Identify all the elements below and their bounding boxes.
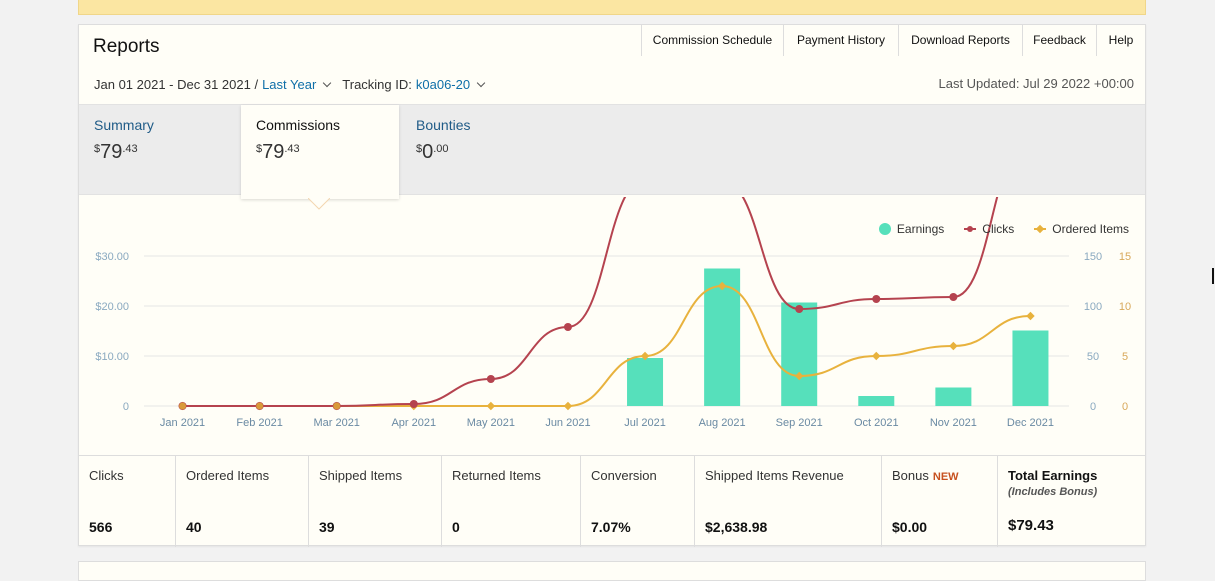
earnings-bar bbox=[935, 387, 972, 406]
tracking-id-dropdown[interactable]: k0a06-20 bbox=[415, 77, 471, 92]
payment-history-button[interactable]: Payment History bbox=[783, 25, 898, 56]
legend-ordered-items[interactable]: Ordered Items bbox=[1034, 222, 1129, 236]
notice-banner bbox=[78, 0, 1146, 15]
reports-panel: Reports Commission Schedule Payment Hist… bbox=[78, 24, 1146, 547]
help-button[interactable]: Help bbox=[1096, 25, 1145, 56]
page-title: Reports bbox=[93, 36, 160, 57]
chevron-down-icon[interactable] bbox=[476, 78, 486, 88]
y-tick-label-left: $30.00 bbox=[95, 251, 129, 263]
stat-clicks: Clicks 566 bbox=[79, 456, 176, 547]
x-tick-label: Nov 2021 bbox=[930, 417, 977, 429]
commissions-chart: Earnings Clicks Ordered Items 0 $10.00 $20… bbox=[79, 135, 1145, 455]
earnings-bar bbox=[1012, 330, 1049, 406]
stat-bonus: Bonus NEW $0.00 bbox=[882, 456, 998, 547]
report-tabs: Summary $79.43 Commissions $79.43 Bounti… bbox=[79, 104, 1145, 199]
ordered-items-point bbox=[872, 351, 881, 361]
tab-label: Summary bbox=[94, 117, 154, 133]
tab-bounties[interactable]: Bounties $0.00 bbox=[401, 105, 561, 196]
tab-summary[interactable]: Summary $79.43 bbox=[79, 105, 241, 196]
text-cursor-icon bbox=[1212, 268, 1214, 284]
x-tick-label: Jan 2021 bbox=[160, 417, 205, 429]
chevron-down-icon[interactable] bbox=[323, 78, 332, 88]
ordered-items-point bbox=[794, 371, 804, 381]
stats-row: Clicks 566 Ordered Items 40 Shipped Item… bbox=[79, 455, 1145, 547]
stat-shipped-items-revenue: Shipped Items Revenue $2,638.98 bbox=[695, 456, 882, 547]
x-tick-label: Mar 2021 bbox=[313, 417, 359, 429]
x-tick-label: Feb 2021 bbox=[236, 417, 282, 429]
tab-commissions[interactable]: Commissions $79.43 bbox=[241, 105, 399, 199]
active-tab-caret-icon bbox=[308, 198, 330, 210]
ordered-items-point bbox=[717, 281, 727, 291]
filter-row: Jan 01 2021 - Dec 31 2021 / Last Year Tr… bbox=[94, 77, 490, 92]
y-tick-label-left: $10.00 bbox=[95, 351, 129, 363]
y-tick-label-ordered: 0 bbox=[1122, 401, 1128, 413]
legend-clicks[interactable]: Clicks bbox=[964, 222, 1014, 236]
tracking-label: Tracking ID: bbox=[342, 77, 412, 92]
earnings-bar bbox=[781, 302, 818, 406]
earnings-bar bbox=[627, 358, 664, 406]
chart-legend: Earnings Clicks Ordered Items bbox=[878, 222, 1129, 236]
earnings-legend-icon bbox=[878, 223, 891, 235]
clicks-point bbox=[795, 305, 804, 313]
earnings-bar bbox=[858, 396, 895, 406]
y-tick-label-ordered: 10 bbox=[1119, 301, 1131, 313]
date-range: Jan 01 2021 - Dec 31 2021 / bbox=[94, 77, 259, 92]
y-tick-label-ordered: 5 bbox=[1122, 351, 1128, 363]
clicks-point bbox=[409, 400, 418, 408]
x-tick-label: Jun 2021 bbox=[545, 417, 590, 429]
download-reports-button[interactable]: Download Reports bbox=[898, 25, 1022, 56]
y-tick-label-clicks: 150 bbox=[1084, 251, 1102, 263]
commission-schedule-button[interactable]: Commission Schedule bbox=[641, 25, 783, 56]
tab-amount: $79.43 bbox=[256, 141, 300, 163]
clicks-legend-icon bbox=[964, 226, 977, 232]
ordered-items-point bbox=[179, 402, 187, 410]
x-tick-label: May 2021 bbox=[467, 417, 515, 429]
x-tick-label: Sep 2021 bbox=[776, 417, 823, 429]
next-panel bbox=[78, 561, 1146, 581]
ordered-items-point bbox=[256, 402, 264, 410]
y-tick-label-left: 0 bbox=[123, 401, 129, 413]
feedback-button[interactable]: Feedback bbox=[1022, 25, 1096, 56]
ordered-items-point bbox=[486, 401, 496, 411]
clicks-point bbox=[563, 323, 572, 331]
new-badge: NEW bbox=[932, 471, 959, 483]
y-tick-label-clicks: 0 bbox=[1090, 401, 1096, 413]
legend-earnings[interactable]: Earnings bbox=[878, 222, 944, 236]
ordered-items-point bbox=[1026, 311, 1035, 321]
ordered-items-point bbox=[949, 341, 958, 351]
earnings-bar bbox=[704, 268, 741, 406]
stat-shipped-items: Shipped Items 39 bbox=[309, 456, 442, 547]
stat-returned-items: Returned Items 0 bbox=[442, 456, 581, 547]
y-tick-label-left: $20.00 bbox=[95, 301, 129, 313]
ordered-items-legend-icon bbox=[1034, 224, 1047, 234]
y-tick-label-clicks: 100 bbox=[1084, 301, 1102, 313]
ordered-items-line bbox=[182, 284, 1031, 407]
x-tick-label: Aug 2021 bbox=[699, 417, 746, 429]
tab-label: Bounties bbox=[416, 117, 471, 133]
last-updated: Last Updated: Jul 29 2022 +00:00 bbox=[938, 76, 1134, 91]
clicks-point bbox=[486, 375, 495, 383]
tab-amount: $79.43 bbox=[94, 141, 138, 163]
x-tick-label: Apr 2021 bbox=[391, 417, 436, 429]
y-tick-label-clicks: 50 bbox=[1087, 351, 1099, 363]
x-tick-label: Jul 2021 bbox=[624, 417, 666, 429]
ordered-items-point bbox=[333, 402, 341, 410]
period-dropdown[interactable]: Last Year bbox=[262, 77, 317, 92]
x-tick-label: Oct 2021 bbox=[854, 417, 899, 429]
ordered-items-point bbox=[563, 401, 573, 411]
y-tick-label-ordered: 15 bbox=[1119, 251, 1131, 263]
stat-conversion: Conversion 7.07% bbox=[581, 456, 695, 547]
tab-label: Commissions bbox=[256, 117, 341, 133]
ordered-items-point bbox=[640, 351, 650, 361]
chart-canvas: 0 $10.00 $20.00 $30.00 0 50 100 150 0 5 10 15 Jan 20… bbox=[95, 135, 1131, 429]
stat-total-earnings: Total Earnings (Includes Bonus) $79.43 bbox=[1008, 468, 1098, 534]
clicks-point bbox=[872, 295, 881, 303]
tab-amount: $0.00 bbox=[416, 141, 449, 163]
x-tick-label: Dec 2021 bbox=[1007, 417, 1054, 429]
report-toolbar: Commission Schedule Payment History Down… bbox=[641, 25, 1145, 56]
stat-ordered-items: Ordered Items 40 bbox=[176, 456, 309, 547]
clicks-point bbox=[949, 293, 958, 301]
